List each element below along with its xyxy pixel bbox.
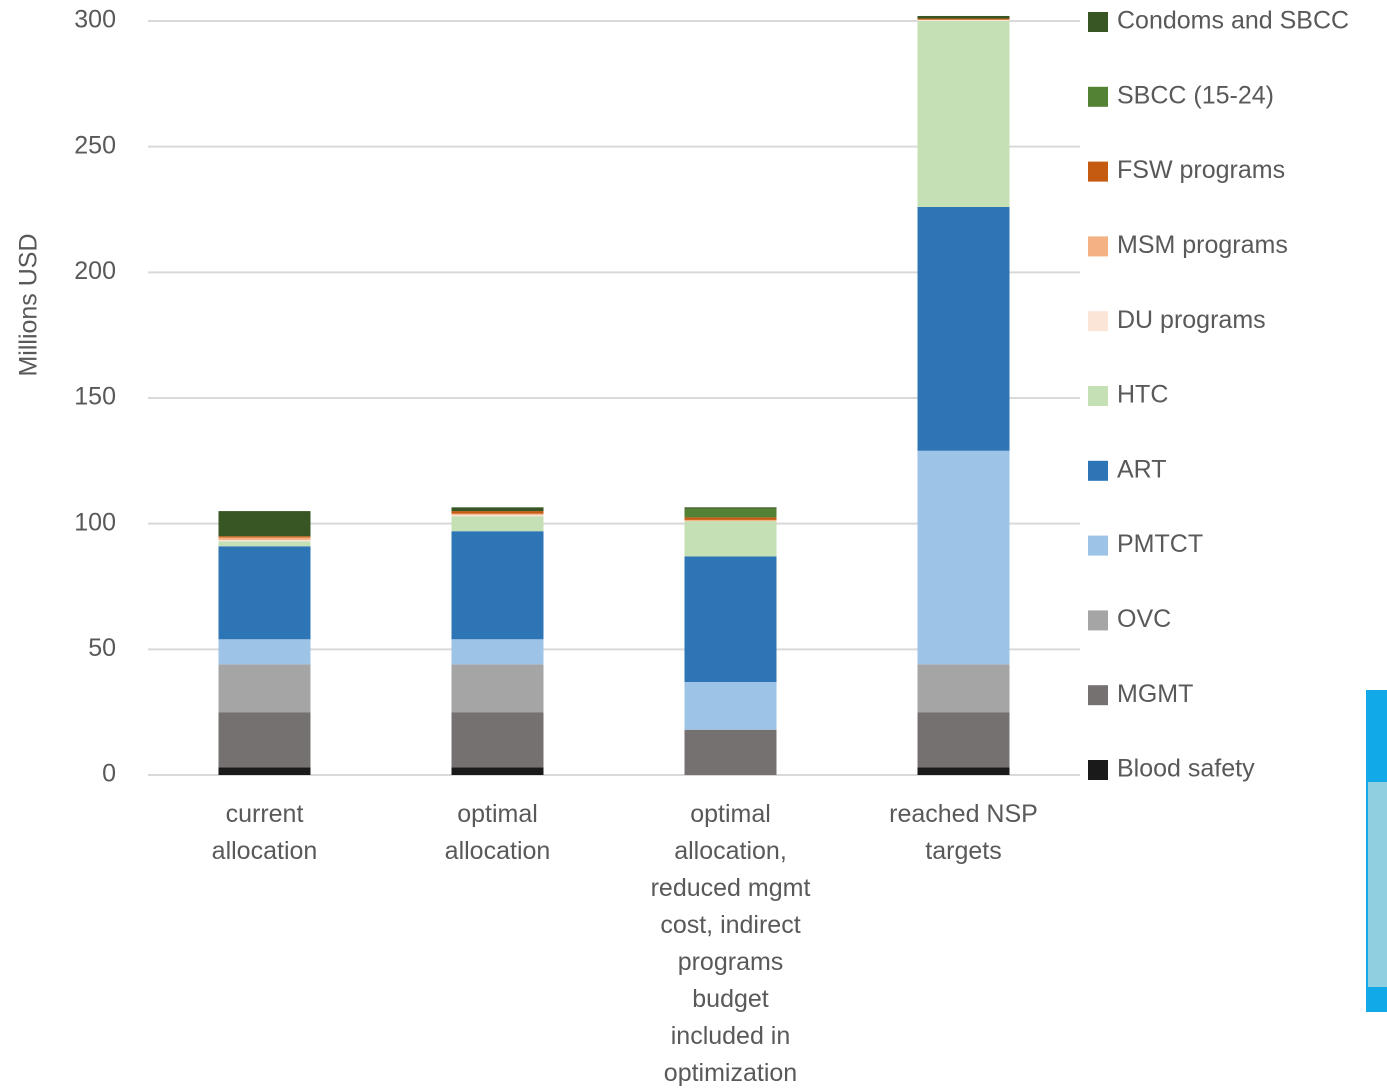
bar-segment: [218, 541, 311, 547]
legend-label: Blood safety: [1117, 755, 1255, 783]
bar-segment: [917, 206, 1010, 451]
legend-label: ART: [1117, 455, 1167, 483]
bar-segment: [218, 664, 311, 713]
bar-segment: [917, 19, 1010, 21]
legend-swatch: [1088, 386, 1108, 406]
bar-segment: [684, 556, 777, 683]
bar-segment: [451, 513, 544, 515]
legend-label: SBCC (15-24): [1117, 81, 1274, 109]
bar-segment: [684, 521, 777, 557]
bar-segment: [218, 767, 311, 775]
bar-segment: [218, 546, 311, 640]
y-axis-label: Millions USD: [15, 233, 43, 376]
bar-segment: [917, 712, 1010, 768]
x-tick-label: optimal allocation, reduced mgmt cost, i…: [650, 800, 811, 1087]
bar-segment: [917, 15, 1010, 19]
legend-swatch: [1088, 311, 1108, 332]
bar-segment: [218, 536, 311, 538]
bar-segment: [218, 511, 311, 537]
bar-segment: [451, 531, 544, 640]
y-tick-label: 50: [88, 634, 116, 662]
bar-segment: [684, 507, 777, 509]
legend-swatch: [1088, 685, 1108, 706]
bar-segment: [684, 682, 777, 730]
y-tick-label: 250: [74, 131, 116, 159]
legend-label: PMTCT: [1117, 530, 1203, 558]
x-tick-label: optimal allocation: [444, 800, 551, 865]
decoration: [1368, 782, 1387, 987]
bar-segment: [684, 729, 777, 775]
legend-label: DU programs: [1117, 306, 1266, 334]
bar-segment: [451, 639, 544, 665]
bar-segment: [451, 511, 544, 514]
bar-segment: [917, 767, 1010, 775]
bar-segment: [917, 18, 1010, 20]
bar-segment: [451, 712, 544, 768]
x-tick-label: current allocation: [211, 800, 318, 865]
bar-segment: [917, 21, 1010, 207]
bar-segment: [218, 540, 311, 542]
legend-swatch: [1088, 760, 1108, 780]
y-tick-label: 100: [74, 508, 116, 536]
legend-label: Condoms and SBCC: [1117, 7, 1349, 35]
legend-label: OVC: [1117, 605, 1171, 633]
legend-swatch: [1088, 86, 1108, 107]
legend-swatch: [1088, 236, 1108, 257]
legend-swatch: [1088, 610, 1108, 631]
bar-segment: [451, 767, 544, 775]
x-tick-label: reached NSP targets: [889, 800, 1038, 865]
bar-segment: [451, 664, 544, 713]
legend-swatch: [1088, 535, 1108, 556]
legend-swatch: [1088, 161, 1108, 182]
bar-segment: [684, 517, 777, 520]
bar-segment: [218, 639, 311, 665]
y-tick-label: 150: [74, 383, 116, 411]
y-tick-label: 0: [102, 760, 116, 788]
bar-segment: [451, 507, 544, 512]
y-tick-label: 300: [74, 6, 116, 34]
bar-segment: [917, 450, 1010, 665]
legend-label: MSM programs: [1117, 231, 1288, 259]
y-tick-label: 200: [74, 257, 116, 285]
bar-segment: [917, 664, 1010, 713]
legend-label: HTC: [1117, 381, 1168, 409]
bar-segment: [218, 712, 311, 768]
legend-swatch: [1088, 12, 1108, 32]
bar-segment: [451, 514, 544, 517]
legend-swatch: [1088, 460, 1108, 481]
bar-segment: [684, 508, 777, 518]
bar-segment: [218, 537, 311, 541]
legend-label: MGMT: [1117, 680, 1193, 708]
legend-label: FSW programs: [1117, 156, 1285, 184]
bar-segment: [451, 516, 544, 532]
bar-segment: [684, 519, 777, 522]
